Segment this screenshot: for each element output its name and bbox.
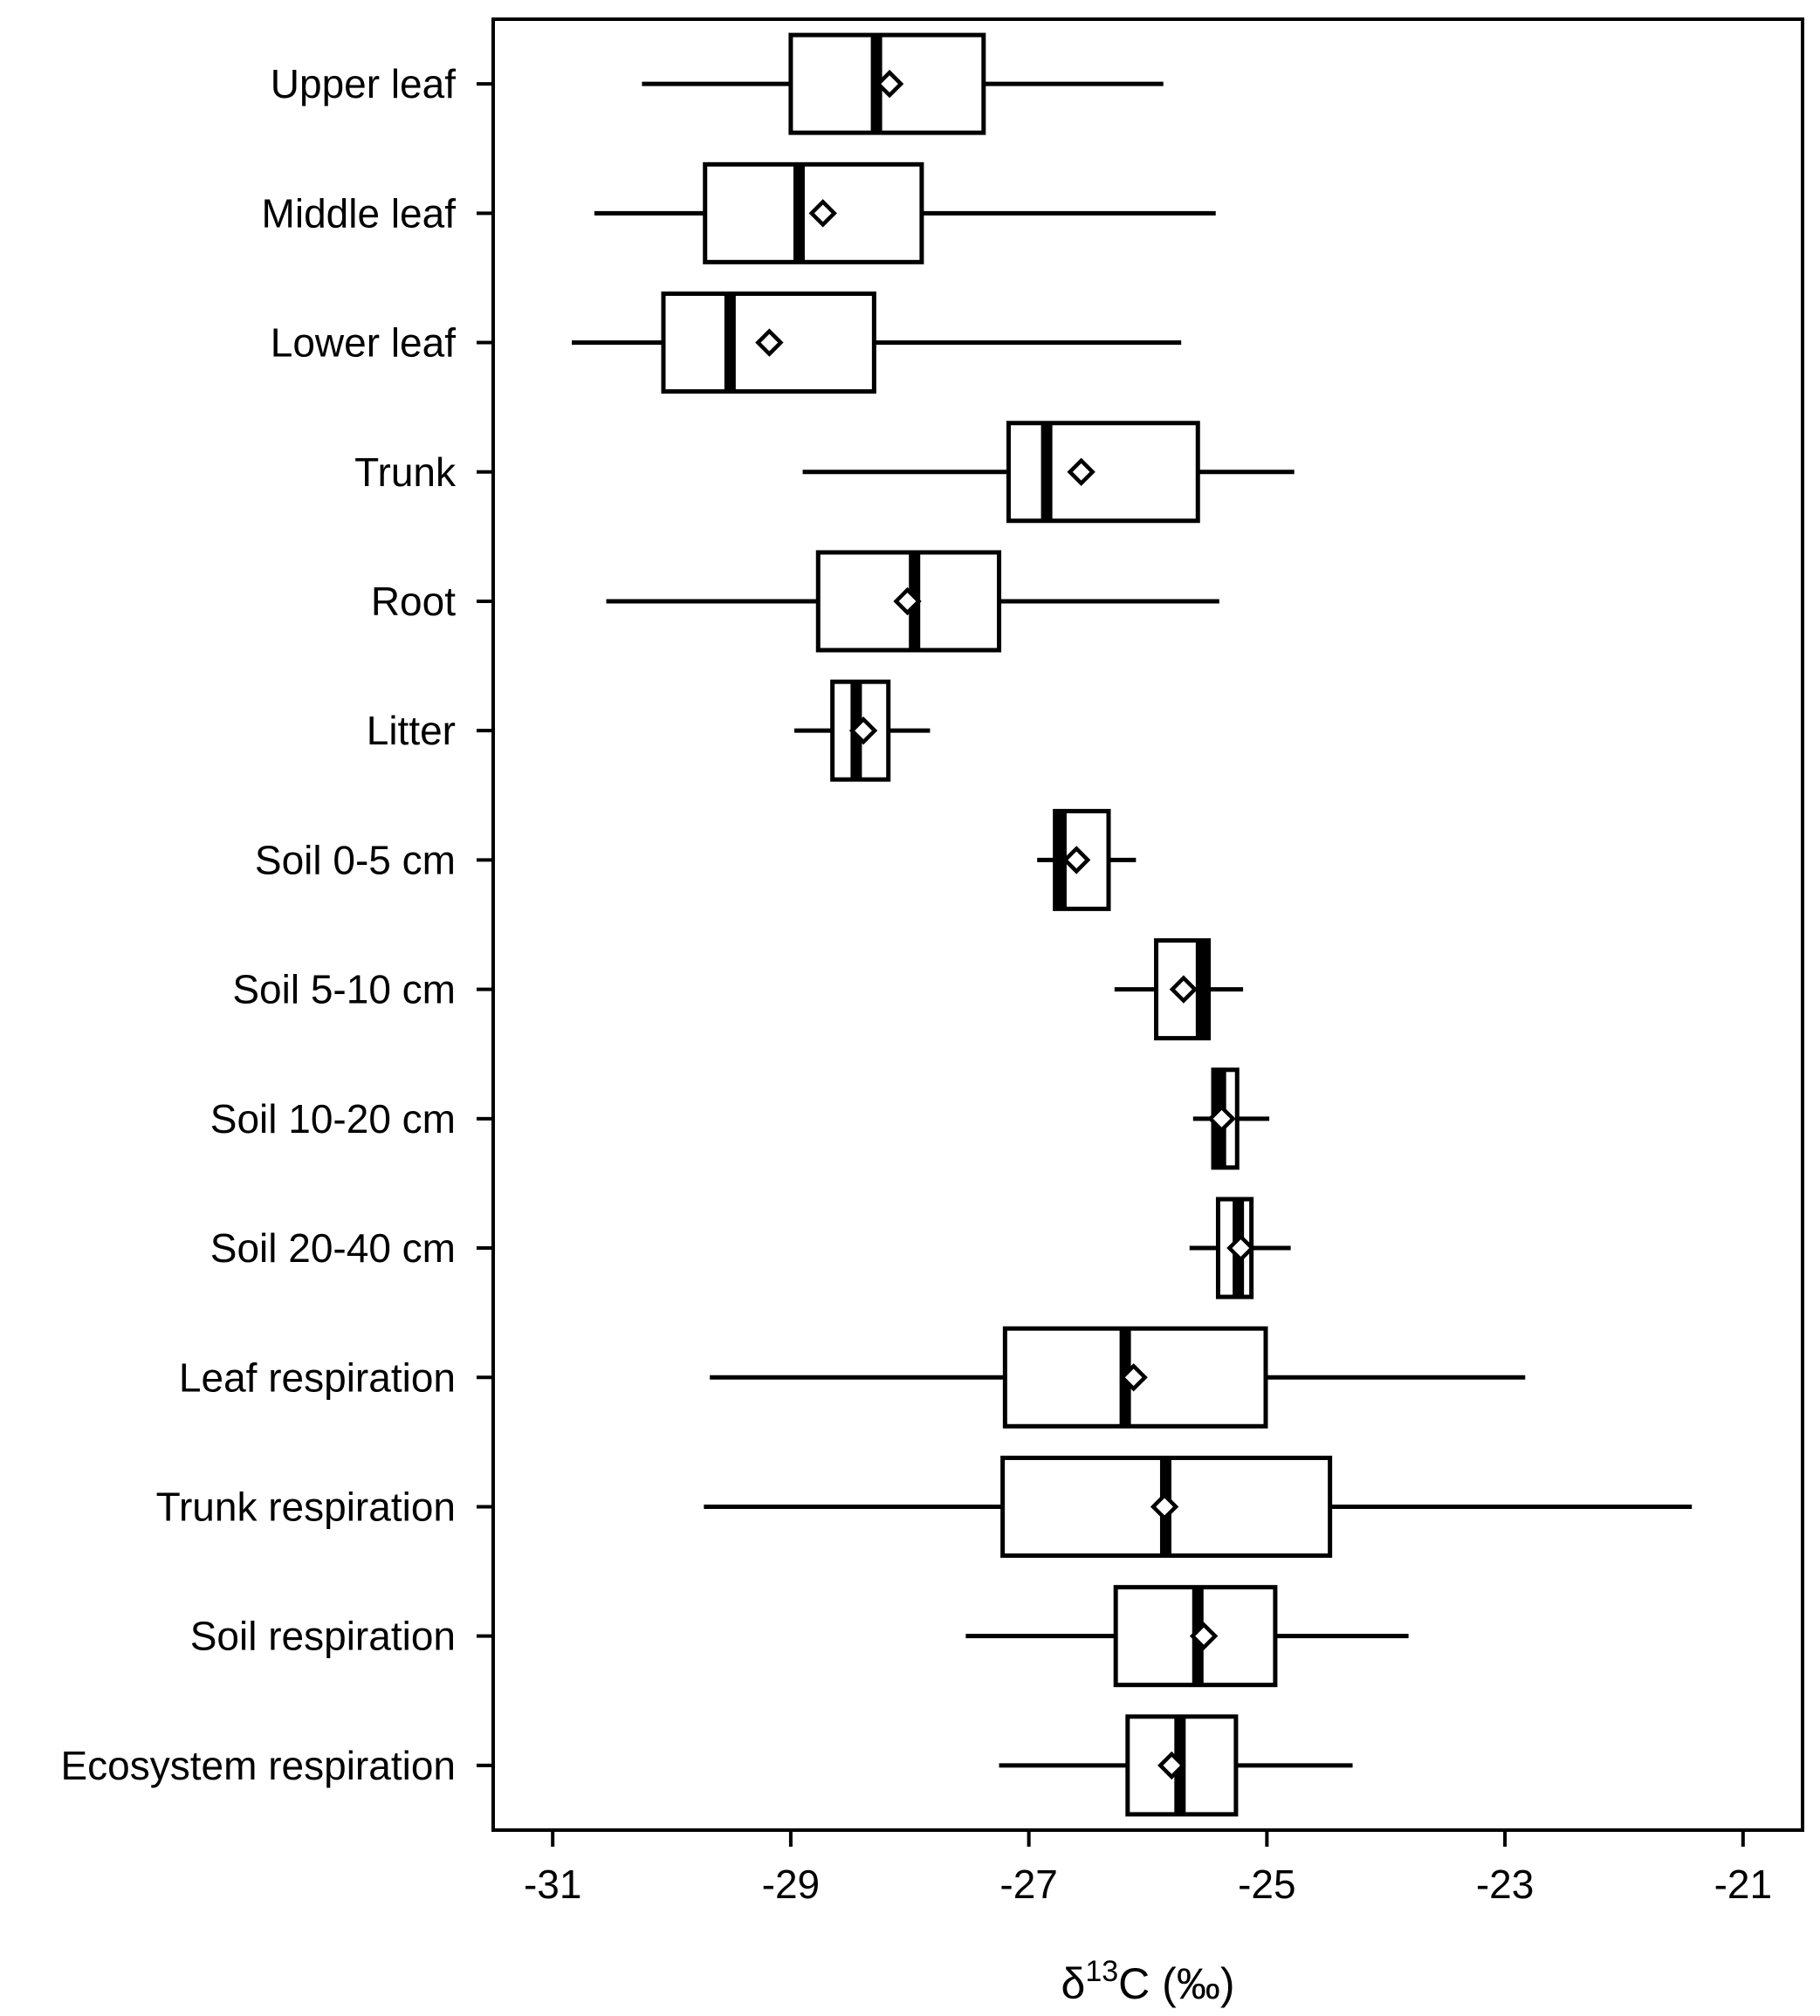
category-label: Middle leaf <box>262 190 457 236</box>
x-axis-title-base: δ <box>1061 1959 1086 2008</box>
mean-marker <box>875 69 904 99</box>
mean-marker <box>1157 1751 1186 1780</box>
mean-marker <box>808 199 837 228</box>
x-tick-label: -23 <box>1476 1862 1534 1907</box>
x-tick-label: -25 <box>1238 1862 1295 1907</box>
category-label: Ecosystem respiration <box>61 1743 457 1788</box>
box-group <box>965 1585 1409 1688</box>
x-tick-label: -21 <box>1714 1862 1772 1907</box>
mean-marker <box>1061 846 1091 874</box>
category-label: Soil respiration <box>190 1614 456 1659</box>
box-group <box>1037 808 1137 911</box>
box-group <box>572 291 1182 394</box>
mean-marker <box>848 716 878 745</box>
box-group <box>1192 1067 1270 1170</box>
mean-marker <box>1189 1622 1219 1650</box>
category-label: Leaf respiration <box>179 1354 456 1400</box>
box-group <box>1189 1197 1291 1299</box>
plot-frame <box>491 17 1804 1832</box>
category-label: Litter <box>367 708 456 753</box>
x-axis-title-rest: C (‰) <box>1118 1959 1234 2008</box>
y-axis: Upper leaf Middle leaf Lower leaf Trunk Root… <box>61 61 493 1788</box>
box-group <box>794 679 931 782</box>
box-group <box>999 1714 1353 1817</box>
category-label: Soil 5-10 cm <box>232 967 456 1012</box>
mean-marker <box>1150 1492 1179 1521</box>
x-tick-label: -27 <box>999 1862 1057 1907</box>
category-label: Trunk <box>354 449 457 495</box>
x-axis-title: δ13C (‰) <box>1061 1955 1235 2008</box>
mean-marker <box>893 586 922 616</box>
box-group <box>704 1455 1693 1558</box>
mean-marker <box>755 328 784 357</box>
iqr-box <box>703 161 924 264</box>
x-axis-title-superscript: 13 <box>1085 1955 1118 1988</box>
box-group <box>642 32 1164 135</box>
box-group <box>1114 938 1244 1041</box>
box-group <box>802 421 1295 524</box>
category-label: Soil 20-40 cm <box>210 1225 456 1271</box>
boxes-layer <box>572 32 1693 1817</box>
box-group <box>710 1326 1526 1429</box>
iqr-box <box>661 291 876 394</box>
iqr-box <box>1006 421 1200 524</box>
mean-marker <box>1067 457 1095 486</box>
mean-marker <box>1226 1233 1255 1263</box>
category-label: Lower leaf <box>271 320 456 366</box>
box-group <box>594 161 1216 264</box>
mean-marker <box>1169 975 1198 1004</box>
box-group <box>606 550 1219 653</box>
mean-marker <box>1119 1363 1148 1392</box>
category-label: Upper leaf <box>271 61 456 106</box>
x-axis: -31 -29 -27 -25 -23 -21 <box>524 1830 1772 1907</box>
category-label: Trunk respiration <box>156 1484 456 1529</box>
category-label: Soil 0-5 cm <box>255 837 456 882</box>
category-label: Soil 10-20 cm <box>210 1096 456 1142</box>
category-label: Root <box>371 579 456 624</box>
x-tick-label: -31 <box>524 1862 581 1907</box>
mean-marker <box>1207 1104 1236 1134</box>
x-tick-label: -29 <box>762 1862 820 1907</box>
